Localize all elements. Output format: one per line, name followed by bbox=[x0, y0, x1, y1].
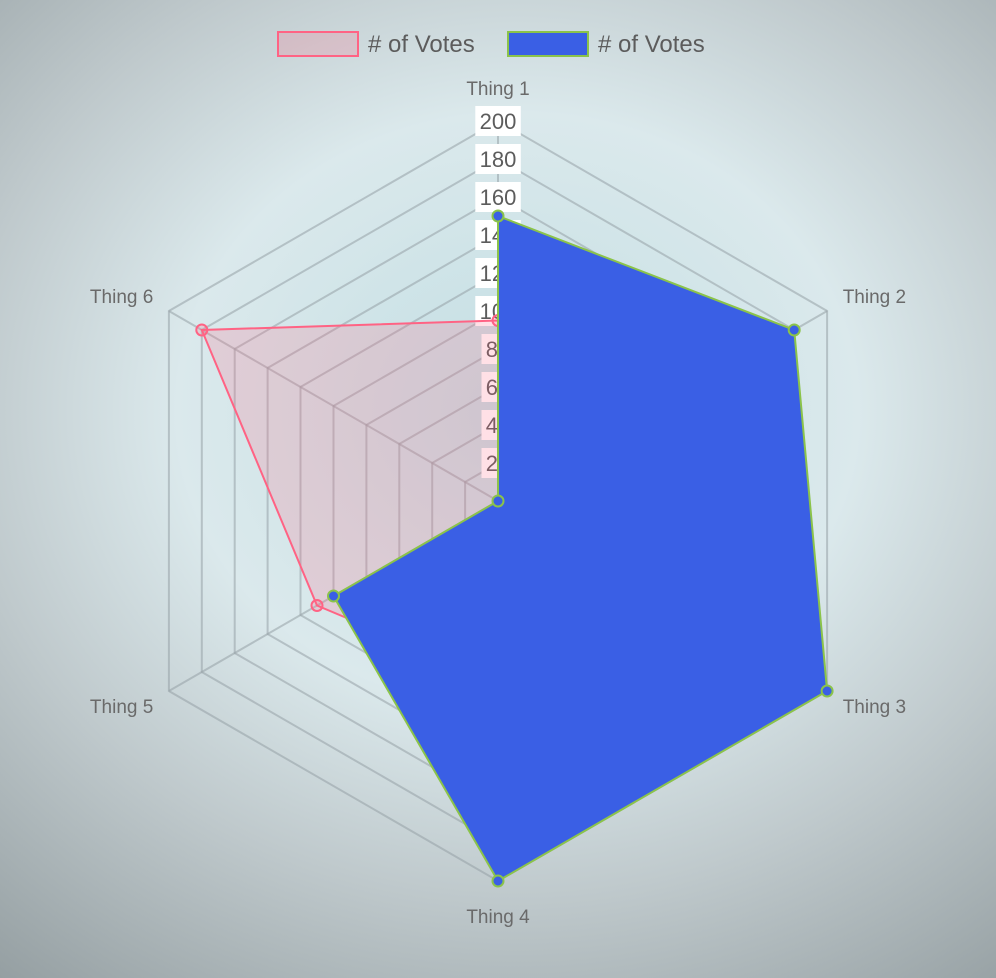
angle-line bbox=[168, 310, 499, 502]
point-label: Thing 1 bbox=[466, 79, 529, 100]
tick-backdrop bbox=[475, 144, 521, 174]
tick-label: 180 bbox=[480, 147, 517, 172]
data-point[interactable] bbox=[327, 589, 340, 603]
legend[interactable]: # of Votes # of Votes bbox=[277, 31, 705, 58]
legend-swatch bbox=[277, 31, 359, 57]
data-point[interactable] bbox=[820, 684, 834, 698]
datasets bbox=[195, 209, 834, 888]
data-point[interactable] bbox=[195, 323, 209, 337]
point-label: Thing 5 bbox=[90, 697, 153, 718]
legend-item[interactable]: # of Votes bbox=[507, 31, 705, 58]
point-label: Thing 3 bbox=[843, 697, 906, 718]
data-point[interactable] bbox=[310, 599, 324, 612]
point-label: Thing 2 bbox=[843, 287, 906, 308]
data-point[interactable] bbox=[491, 874, 505, 888]
point-label: Thing 6 bbox=[90, 287, 153, 308]
data-point[interactable] bbox=[491, 209, 505, 223]
data-point[interactable] bbox=[491, 494, 505, 508]
legend-swatch bbox=[507, 31, 589, 57]
point-labels: Thing 1 Thing 2 Thing 3 Thing 4 Thing 5 Thing… bbox=[90, 79, 906, 928]
tick-backdrop bbox=[475, 182, 521, 212]
legend-item[interactable]: # of Votes bbox=[277, 31, 475, 58]
point-label: Thing 4 bbox=[466, 907, 530, 928]
data-point[interactable] bbox=[787, 323, 801, 337]
tick-label: 200 bbox=[480, 109, 517, 134]
tick-label: 160 bbox=[480, 185, 517, 210]
legend-label: # of Votes bbox=[368, 31, 475, 58]
legend-label: # of Votes bbox=[598, 31, 705, 58]
tick-backdrop bbox=[475, 106, 521, 136]
dataset-2 bbox=[327, 209, 834, 888]
